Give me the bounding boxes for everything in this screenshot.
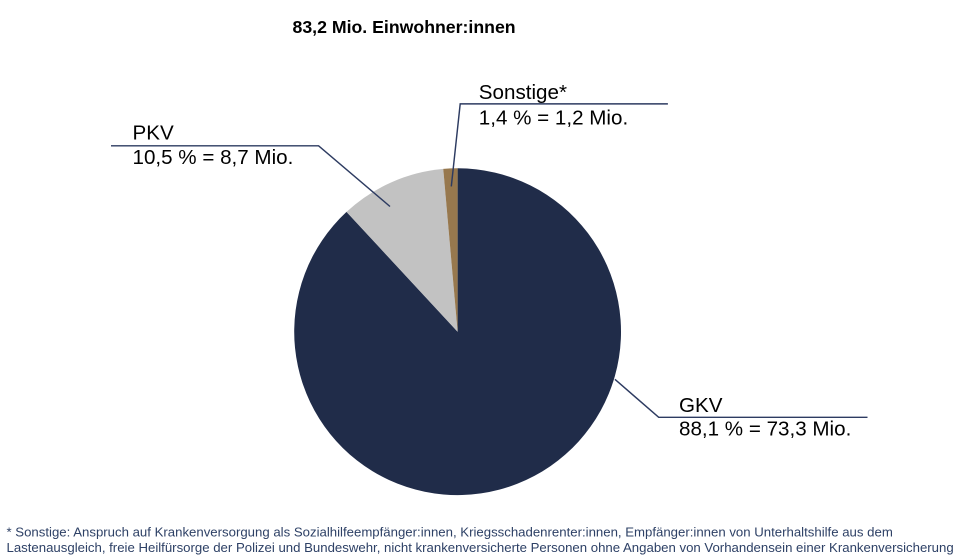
svg-text:1,4 % = 1,2 Mio.: 1,4 % = 1,2 Mio. — [479, 106, 628, 129]
svg-text:PKV: PKV — [133, 121, 174, 144]
svg-text:83,2 Mio. Einwohner:innen: 83,2 Mio. Einwohner:innen — [293, 17, 516, 37]
svg-text:10,5 % = 8,7 Mio.: 10,5 % = 8,7 Mio. — [133, 146, 294, 169]
svg-text:GKV: GKV — [679, 394, 723, 417]
svg-text:88,1 % = 73,3 Mio.: 88,1 % = 73,3 Mio. — [679, 418, 851, 441]
svg-text:* Sonstige: Anspruch auf Krank: * Sonstige: Anspruch auf Krankenversorgu… — [7, 524, 893, 539]
svg-text:Lastenausgleich, freie Heilfür: Lastenausgleich, freie Heilfürsorge der … — [7, 540, 954, 555]
svg-text:Sonstige*: Sonstige* — [479, 81, 567, 104]
